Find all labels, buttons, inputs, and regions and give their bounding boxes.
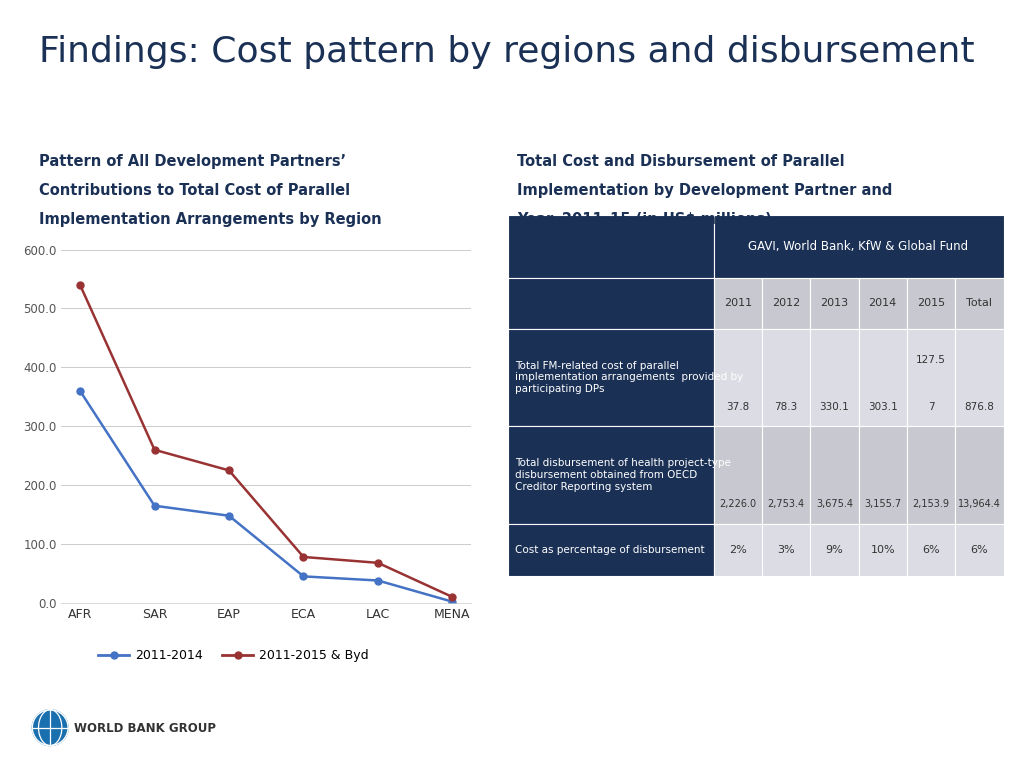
- Text: 9%: 9%: [825, 545, 844, 554]
- Text: 2015: 2015: [916, 299, 945, 309]
- Text: 6%: 6%: [923, 545, 940, 554]
- 2011-2015 & Byd: [223, 465, 236, 475]
- Text: Total disbursement of health project-type
disbursement obtained from OECD
Credit: Total disbursement of health project-typ…: [515, 458, 731, 492]
- Text: 37.8: 37.8: [726, 402, 750, 412]
- Text: 303.1: 303.1: [867, 402, 898, 412]
- 2011-2015 & Byd: [297, 552, 309, 561]
- 2011-2014: [74, 386, 86, 396]
- 2011-2015 & Byd: [372, 558, 384, 568]
- Text: 2%: 2%: [729, 545, 746, 554]
- Text: Findings: Cost pattern by regions and disbursement: Findings: Cost pattern by regions and di…: [39, 35, 975, 68]
- Line: 2011-2015 & Byd: 2011-2015 & Byd: [77, 281, 456, 601]
- Text: Total: Total: [967, 299, 992, 309]
- Text: Contributions to Total Cost of Parallel: Contributions to Total Cost of Parallel: [39, 183, 350, 198]
- Text: Cost as percentage of disbursement: Cost as percentage of disbursement: [515, 545, 705, 554]
- Circle shape: [33, 710, 68, 746]
- Text: 2,153.9: 2,153.9: [912, 499, 949, 509]
- Text: 2012: 2012: [772, 299, 800, 309]
- Text: 330.1: 330.1: [819, 402, 849, 412]
- Text: Implementation Arrangements by Region: Implementation Arrangements by Region: [39, 212, 382, 227]
- Text: 3%: 3%: [777, 545, 795, 554]
- Legend: 2011-2014, 2011-2015 & Byd: 2011-2014, 2011-2015 & Byd: [93, 644, 374, 667]
- Text: 78.3: 78.3: [774, 402, 798, 412]
- Text: 127.5: 127.5: [916, 355, 946, 365]
- Text: 2014: 2014: [868, 299, 897, 309]
- Text: 10%: 10%: [870, 545, 895, 554]
- Text: 13,964.4: 13,964.4: [957, 499, 1000, 509]
- Text: WORLD BANK GROUP: WORLD BANK GROUP: [74, 722, 216, 734]
- Text: 2013: 2013: [820, 299, 849, 309]
- Text: 3,675.4: 3,675.4: [816, 499, 853, 509]
- 2011-2014: [223, 511, 236, 521]
- Text: 2,226.0: 2,226.0: [719, 499, 757, 509]
- Text: Implementation by Development Partner and: Implementation by Development Partner an…: [517, 183, 893, 198]
- Text: Year, 2011–15 (in US$ millions): Year, 2011–15 (in US$ millions): [517, 212, 772, 227]
- 2011-2014: [297, 571, 309, 581]
- 2011-2015 & Byd: [446, 592, 459, 601]
- Text: 876.8: 876.8: [965, 402, 994, 412]
- Text: 6%: 6%: [971, 545, 988, 554]
- Text: 2011: 2011: [724, 299, 752, 309]
- Text: 3,155.7: 3,155.7: [864, 499, 901, 509]
- Text: 7: 7: [928, 402, 934, 412]
- 2011-2014: [372, 576, 384, 585]
- Text: Pattern of All Development Partners’: Pattern of All Development Partners’: [39, 154, 346, 169]
- Text: Total Cost and Disbursement of Parallel: Total Cost and Disbursement of Parallel: [517, 154, 845, 169]
- Text: Total FM-related cost of parallel
implementation arrangements  provided by
parti: Total FM-related cost of parallel implem…: [515, 361, 743, 394]
- Line: 2011-2014: 2011-2014: [77, 387, 456, 605]
- Text: 2,753.4: 2,753.4: [768, 499, 805, 509]
- 2011-2015 & Byd: [148, 445, 161, 455]
- 2011-2014: [446, 597, 459, 606]
- 2011-2015 & Byd: [74, 280, 86, 290]
- 2011-2014: [148, 501, 161, 510]
- Text: GAVI, World Bank, KfW & Global Fund: GAVI, World Bank, KfW & Global Fund: [749, 240, 969, 253]
